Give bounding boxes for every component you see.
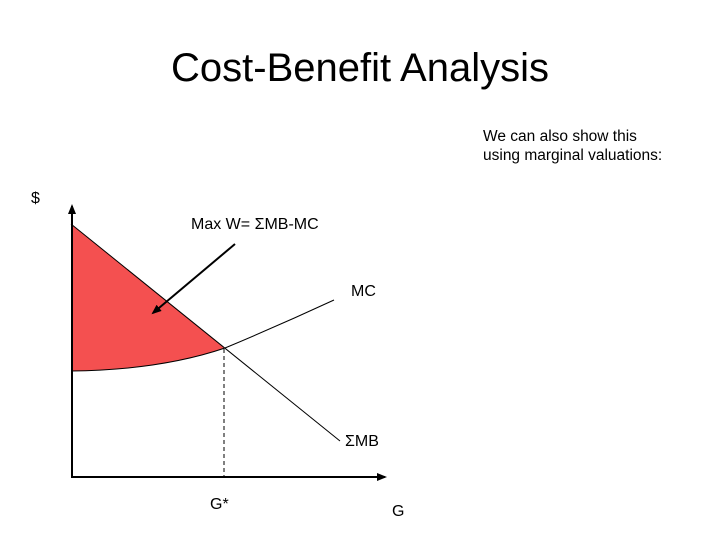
- intro-note: We can also show this using marginal val…: [483, 127, 662, 165]
- mb-curve-label: ΣMB: [345, 433, 379, 450]
- net-benefit-area: [71, 224, 225, 371]
- y-axis-label: $: [31, 190, 40, 207]
- intro-note-line-1: We can also show this: [483, 128, 637, 145]
- mc-curve-label: MC: [351, 283, 376, 300]
- annotation-label: Max W= ΣMB-MC: [191, 216, 319, 233]
- marginal-cost-curve: [70, 299, 335, 372]
- x-axis-label: G: [392, 503, 405, 520]
- marginal-benefit-curve: [70, 223, 341, 442]
- equilibrium-label: G*: [210, 496, 229, 513]
- annotation-arrow: [151, 243, 236, 315]
- slide-title: Cost-Benefit Analysis: [171, 46, 549, 90]
- intro-note-line-2: using marginal valuations:: [483, 147, 663, 164]
